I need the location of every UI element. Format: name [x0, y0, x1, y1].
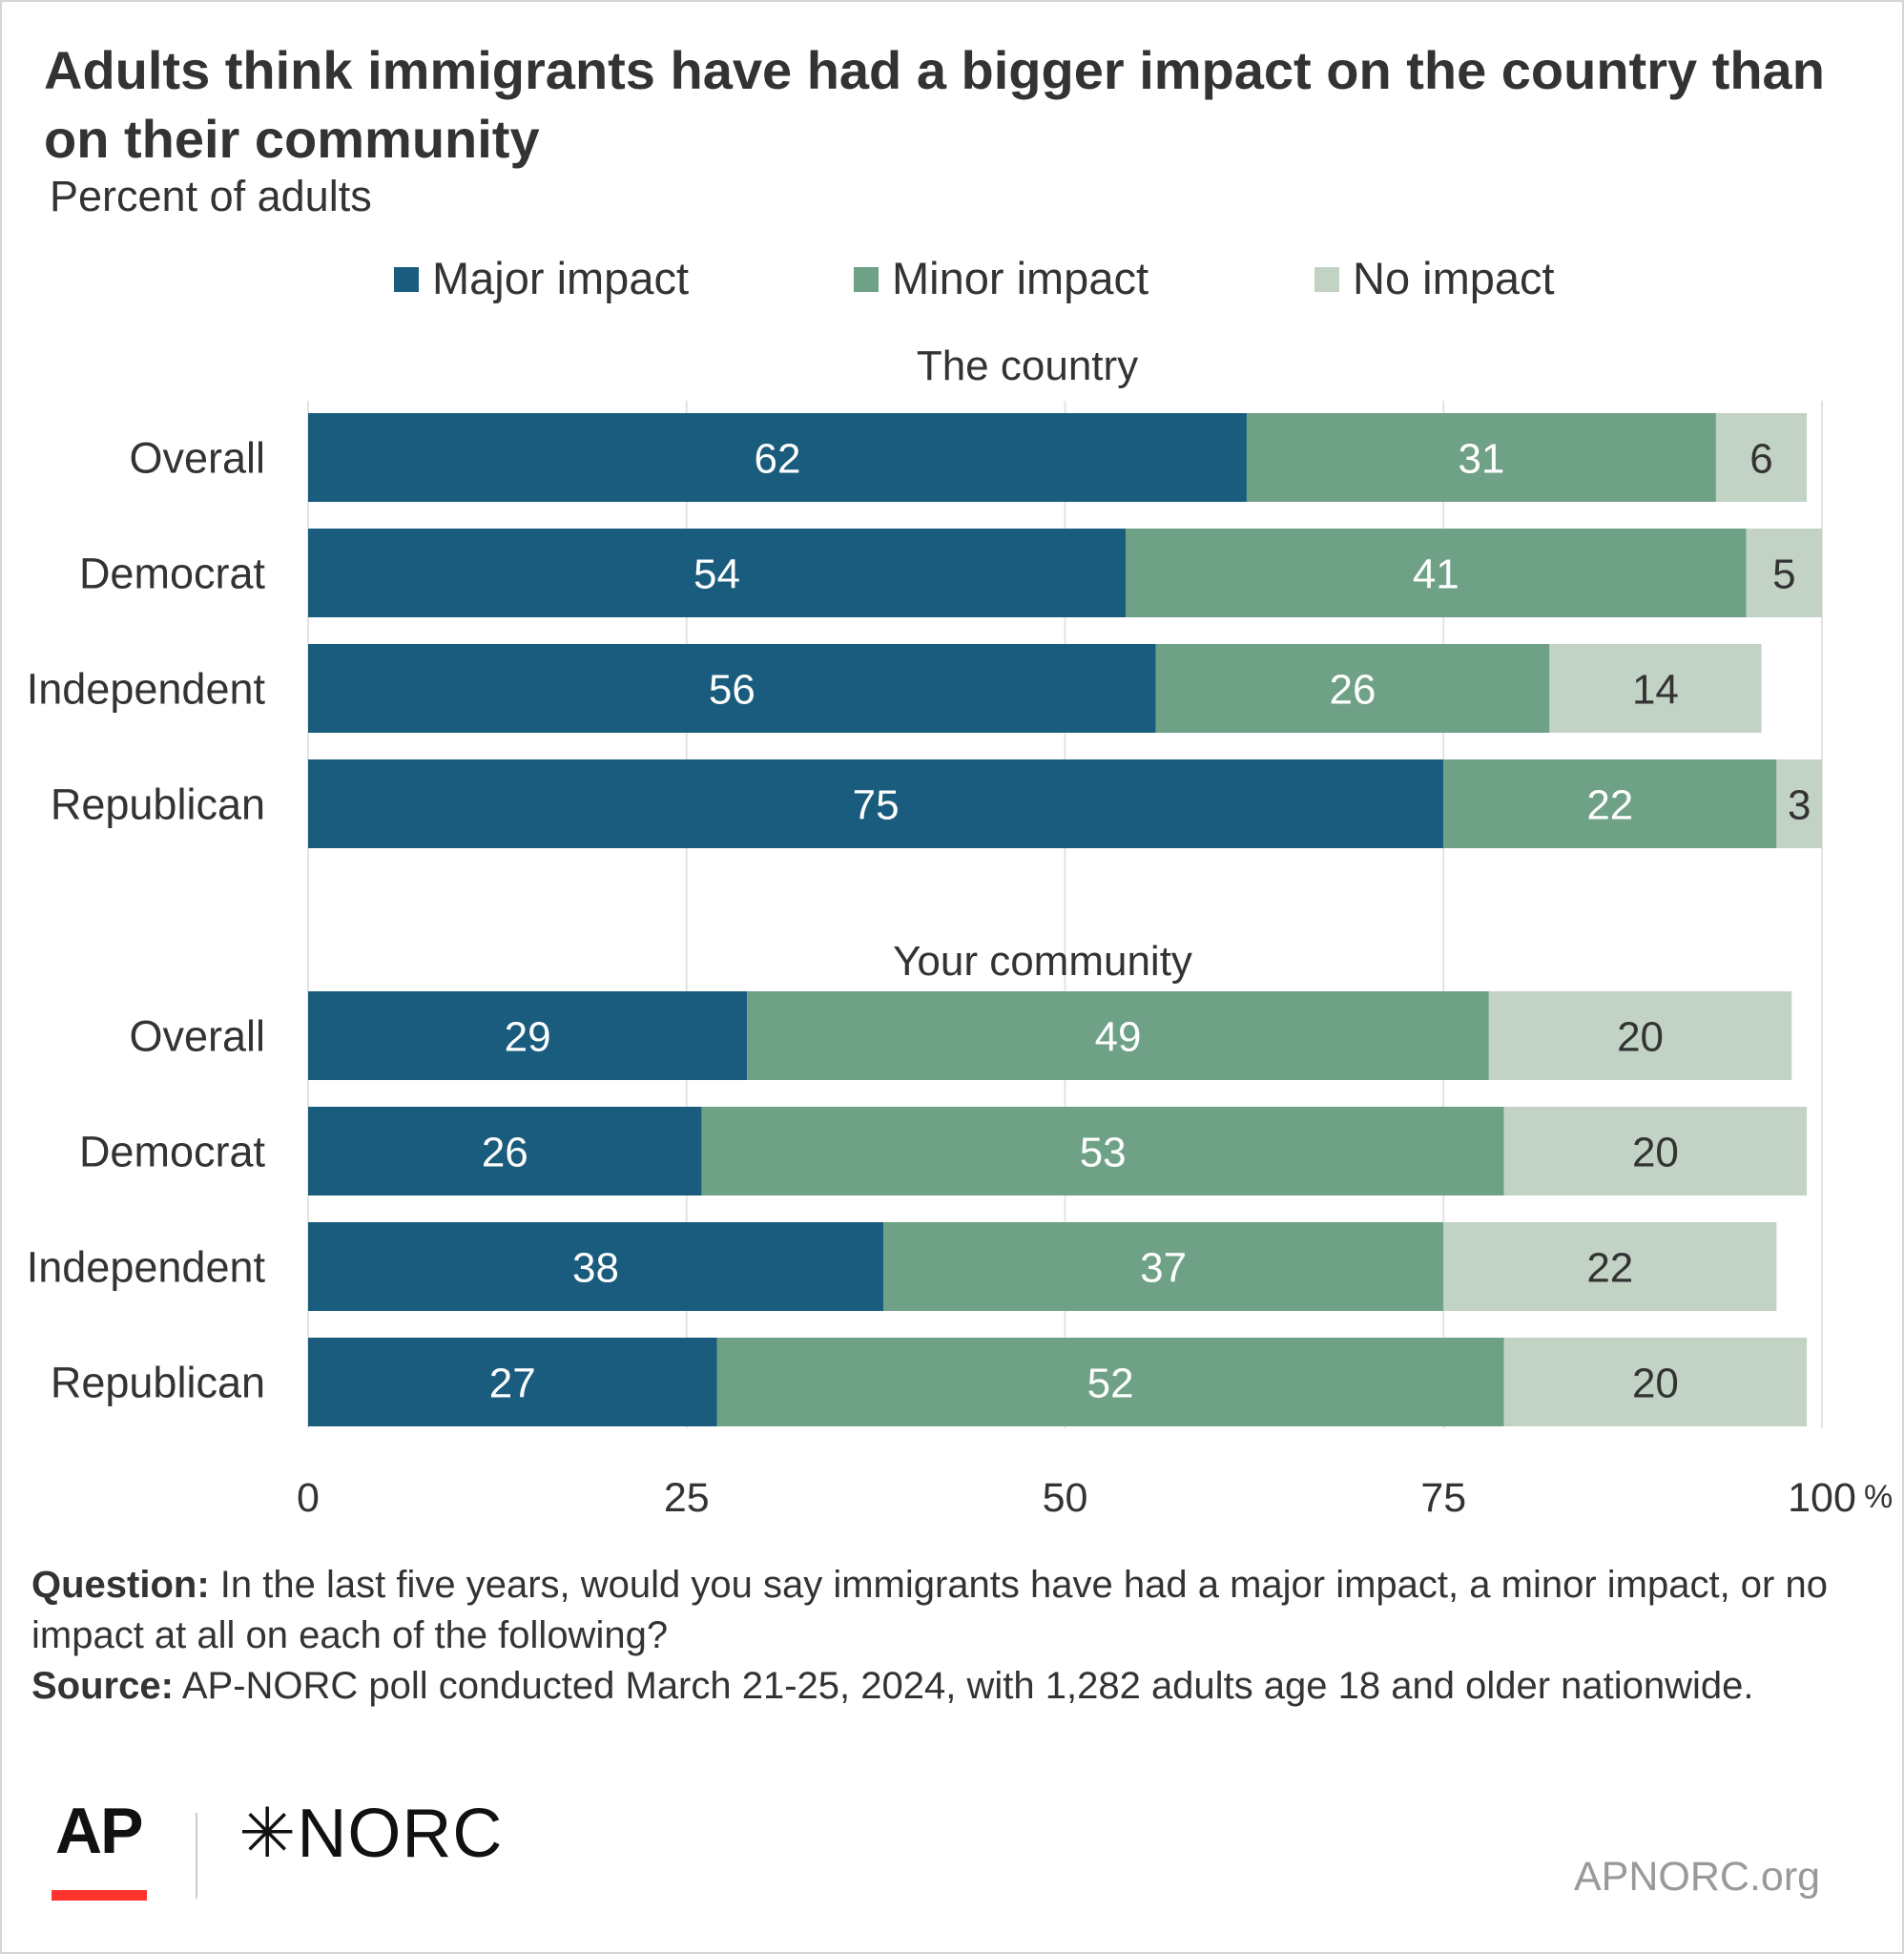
ap-logo: AP	[52, 1795, 151, 1901]
bar-segment-major-impact	[308, 759, 1444, 848]
bar-segment-minor-impact	[716, 1338, 1504, 1426]
data-label: 62	[754, 436, 800, 483]
question-note: Question: In the last five years, would …	[31, 1560, 1844, 1661]
x-axis-unit: %	[1864, 1479, 1893, 1515]
x-tick-label: 25	[664, 1475, 710, 1521]
data-label: 27	[489, 1361, 536, 1407]
bar-segment-no-impact	[1715, 413, 1808, 502]
question-label: Question:	[31, 1564, 210, 1606]
group-title: The country	[917, 343, 1138, 389]
legend-label: Major impact	[432, 253, 689, 303]
data-label: 22	[1586, 782, 1633, 829]
data-label: 26	[1330, 667, 1376, 714]
data-label: 54	[693, 551, 740, 598]
data-label: 3	[1788, 782, 1811, 829]
data-label: 37	[1140, 1245, 1187, 1292]
data-label: 49	[1095, 1014, 1142, 1061]
x-tick-label: 50	[1043, 1475, 1088, 1521]
data-label: 52	[1087, 1361, 1134, 1407]
category-label: Republican	[51, 1359, 265, 1407]
bar-segment-major-impact	[308, 529, 1126, 617]
ap-logo-underline	[52, 1890, 147, 1901]
bar-segment-minor-impact	[701, 1107, 1504, 1195]
logo-divider	[196, 1813, 197, 1899]
bar-segment-no-impact	[1503, 1338, 1808, 1426]
data-label: 29	[505, 1014, 551, 1061]
category-label: Independent	[27, 1243, 266, 1292]
bar-segment-major-impact	[308, 991, 748, 1080]
category-label: Overall	[129, 434, 265, 483]
data-label: 53	[1080, 1130, 1127, 1176]
ap-logo-text: AP	[55, 1795, 143, 1867]
bar-segment-major-impact	[308, 644, 1156, 733]
data-label: 20	[1632, 1361, 1679, 1407]
question-text: In the last five years, would you say im…	[31, 1564, 1828, 1656]
data-label: 22	[1586, 1245, 1633, 1292]
stacked-bar-chart: Major impact Minor impact No impact The cou…	[27, 253, 1893, 1521]
bar-segment-major-impact	[308, 1338, 717, 1426]
x-tick-label: 100	[1788, 1475, 1856, 1521]
category-label: Republican	[51, 780, 265, 829]
bar-segment-minor-impact	[1125, 529, 1747, 617]
bar-segment-minor-impact	[747, 991, 1489, 1080]
group-title: Your community	[893, 938, 1192, 985]
legend-label: Minor impact	[892, 253, 1149, 303]
category-label: Democrat	[79, 1128, 266, 1176]
x-tick-label: 0	[297, 1475, 320, 1521]
data-label: 26	[482, 1130, 528, 1176]
bar-segment-no-impact	[1549, 644, 1762, 733]
bar-segment-major-impact	[308, 413, 1247, 502]
bar-segment-no-impact	[1503, 1107, 1808, 1195]
legend-swatch-no-impact	[1314, 267, 1339, 292]
data-label: 56	[709, 667, 755, 714]
bar-segment-no-impact	[1443, 1222, 1777, 1311]
data-label: 20	[1632, 1130, 1679, 1176]
norc-logo: ✳NORC	[238, 1796, 504, 1872]
data-label: 75	[853, 782, 900, 829]
bar-segment-major-impact	[308, 1222, 884, 1311]
data-label: 38	[572, 1245, 619, 1292]
chart-title: Adults think immigrants have had a bigge…	[44, 40, 1825, 169]
site-url[interactable]: APNORC.org	[1574, 1854, 1821, 1900]
data-label: 14	[1632, 667, 1679, 714]
bar-segment-no-impact	[1776, 759, 1822, 848]
bar-segment-minor-impact	[1443, 759, 1777, 848]
data-label: 41	[1413, 551, 1459, 598]
source-note: Source: AP-NORC poll conducted March 21-…	[31, 1661, 1844, 1712]
bar-segment-minor-impact	[1246, 413, 1716, 502]
bar-segment-no-impact	[1746, 529, 1822, 617]
category-label: Overall	[129, 1012, 265, 1061]
bar-segment-minor-impact	[883, 1222, 1444, 1311]
chart-subtitle: Percent of adults	[50, 172, 372, 220]
data-label: 6	[1749, 436, 1772, 483]
data-label: 5	[1772, 551, 1795, 598]
source-label: Source:	[31, 1665, 174, 1707]
bar-segment-minor-impact	[1155, 644, 1550, 733]
bar-segment-no-impact	[1488, 991, 1792, 1080]
data-label: 31	[1458, 436, 1504, 483]
source-text: AP-NORC poll conducted March 21-25, 2024…	[173, 1665, 1754, 1707]
category-label: Independent	[27, 665, 266, 714]
legend-swatch-major-impact	[394, 267, 419, 292]
data-label: 20	[1617, 1014, 1664, 1061]
legend-label: No impact	[1353, 253, 1555, 303]
x-tick-label: 75	[1420, 1475, 1466, 1521]
category-label: Democrat	[79, 550, 266, 598]
legend-swatch-minor-impact	[854, 267, 879, 292]
bar-segment-major-impact	[308, 1107, 702, 1195]
